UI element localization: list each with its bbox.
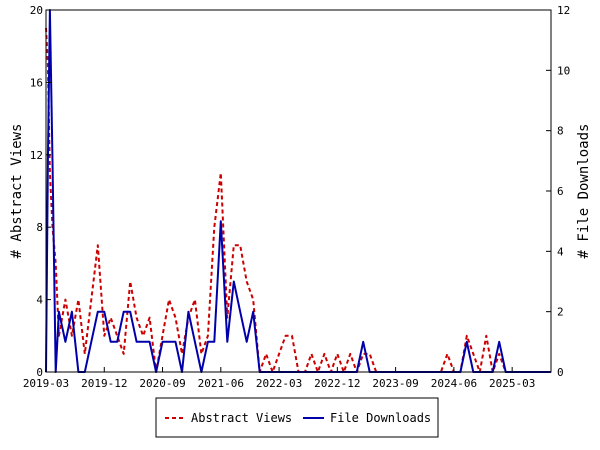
legend-label-file-downloads: File Downloads: [330, 411, 431, 425]
y-tick-label-left: 4: [36, 294, 43, 307]
y-tick-label-right: 10: [557, 64, 570, 77]
x-tick-label: 2019-03: [23, 377, 69, 390]
legend-box: [155, 397, 439, 438]
y-tick-label-right: 6: [557, 185, 564, 198]
x-tick-label: 2023-09: [372, 377, 418, 390]
y-tick-label-right: 2: [557, 306, 564, 319]
y-tick-label-left: 0: [36, 366, 43, 379]
y-axis-title-left: # Abstract Views: [9, 124, 25, 259]
y-tick-label-left: 12: [30, 149, 43, 162]
x-tick-label: 2020-09: [139, 377, 185, 390]
series-line-abstract-views: [45, 28, 551, 373]
x-tick-label: 2022-12: [314, 377, 360, 390]
y-tick-label-right: 8: [557, 125, 564, 138]
x-tick-label: 2021-06: [198, 377, 244, 390]
y-axis-title-right: # File Downloads: [576, 124, 592, 259]
y-tick-label-left: 16: [30, 76, 43, 89]
x-tick-label: 2024-06: [431, 377, 477, 390]
y-tick-label-left: 20: [30, 4, 43, 17]
y-tick-label-right: 12: [557, 4, 570, 17]
series-line-file-downloads: [45, 9, 551, 373]
x-tick-label: 2025-03: [489, 377, 535, 390]
y-tick-label-left: 8: [36, 221, 43, 234]
series-layer: [45, 9, 551, 373]
y-tick-label-right: 4: [557, 245, 564, 258]
legend: Abstract Views File Downloads: [155, 397, 439, 438]
x-tick-label: 2022-03: [256, 377, 302, 390]
ticks-layer: 0 4 8 12 16 20 0 2 4 6 8 10 12 2019-03 2019-12 2020-09 2…: [23, 4, 570, 390]
y-tick-label-right: 0: [557, 366, 564, 379]
legend-label-abstract-views: Abstract Views: [191, 411, 292, 425]
x-tick-label: 2019-12: [81, 377, 127, 390]
